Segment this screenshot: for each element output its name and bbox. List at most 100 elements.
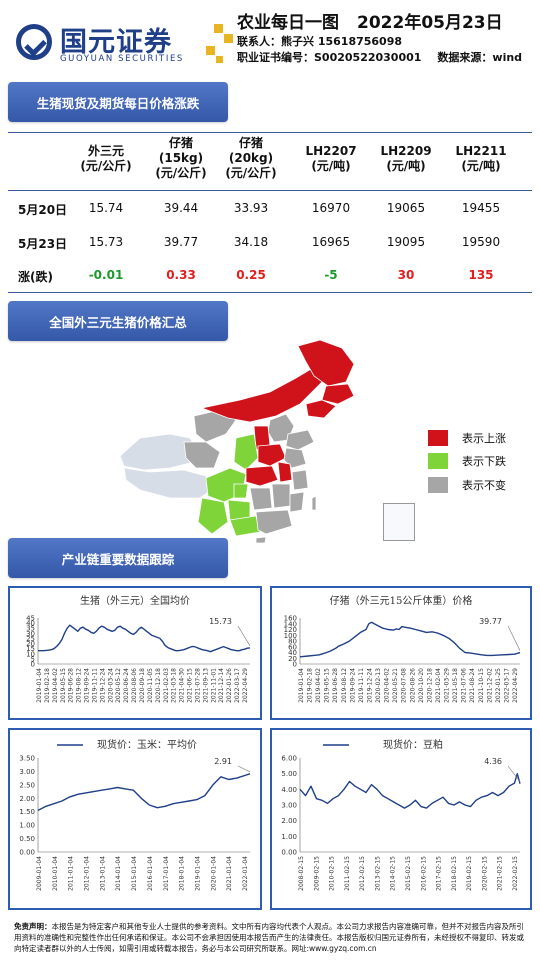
table-cell: 16965 [311, 235, 351, 249]
table-cell: 39.44 [163, 201, 199, 215]
table-header-line: (元/公斤) [155, 166, 207, 180]
x-tick-label: 2019-04-02 [52, 668, 59, 703]
table-cell: 34.18 [233, 235, 269, 249]
decor-square-icon [224, 34, 233, 43]
y-tick-label: 0.50 [19, 835, 35, 843]
x-tick-label: 2019-02-15 [466, 856, 473, 891]
x-tick-label: 2020-07-08 [401, 668, 408, 703]
y-tick-label: 60 [288, 643, 297, 651]
logo-mark-icon [16, 24, 52, 60]
x-tick-label: 2015-01-04 [131, 856, 138, 891]
chart-corn-price: 现货价：玉米：平均价 0.00 0.50 1.00 1.50 2.00 2.50 3.00 3.… [19, 738, 251, 891]
x-tick-label: 2019-12-24 [99, 668, 106, 703]
table-header-cell: LH2211 (元/吨) [446, 144, 516, 174]
map-region-guangdong [255, 509, 293, 535]
logo-en-text: GUOYUAN SECURITIES [60, 54, 184, 64]
annotation-label: 4.36 [484, 757, 502, 766]
map-region-guangxi [229, 515, 261, 537]
x-tick-label: 2018-01-04 [179, 856, 186, 891]
disclaimer-text: 本报告是为特定客户和其他专业人士提供的参考资料。文中所有内容均代表个人观点。本公… [14, 922, 524, 953]
annotation-leader [237, 625, 251, 647]
legend-swatch [428, 477, 448, 493]
map-region-tibet [123, 467, 215, 499]
series-line [38, 624, 251, 653]
map-region-anhui [277, 461, 293, 483]
table-cell: 19065 [386, 201, 426, 215]
table-header-cell: LH2209 (元/吨) [371, 144, 441, 174]
x-tick-label: 2019-06-28 [68, 668, 75, 703]
table-cell: 15.74 [88, 201, 124, 215]
table-header-cell: LH2207 (元/吨) [296, 144, 366, 174]
map-region-heilongjiang [297, 339, 355, 387]
decor-square-icon [206, 46, 215, 55]
x-tick-label: 2019-09-24 [349, 668, 356, 703]
y-tick-label: 2.00 [281, 817, 297, 825]
annotation-label: 2.91 [214, 757, 232, 766]
y-tick-label: 20 [288, 655, 297, 663]
x-tick-label: 2019-11-11 [91, 668, 98, 703]
y-tick-label: 5 [31, 655, 35, 663]
disclaimer-label: 免责声明： [14, 922, 52, 931]
x-tick-label: 2021-12-14 [218, 668, 225, 703]
y-tick-label: 0.00 [281, 849, 297, 857]
table-header-cell: 仔猪 (15kg) (元/公斤) [146, 136, 216, 181]
x-tick-label: 2020-05-12 [115, 668, 122, 703]
x-tick-label: 2020-11-05 [147, 668, 154, 703]
chart-title: 现货价：豆粕 [383, 738, 443, 751]
x-tick-label: 2010-01-04 [52, 856, 59, 891]
x-tick-label: 2016-01-04 [147, 856, 154, 891]
decor-square-icon [214, 24, 223, 33]
y-tick-label: 15 [26, 645, 35, 653]
disclaimer: 免责声明：本报告是为特定客户和其他专业人士提供的参考资料。文中所有内容均代表个人… [14, 921, 530, 954]
y-tick-label: 0 [293, 661, 297, 669]
table-cell: 19590 [461, 235, 501, 249]
y-tick-label: 4.00 [281, 786, 297, 794]
legend-label: 表示不变 [462, 479, 506, 492]
x-tick-label: 2019-02-18 [307, 668, 314, 703]
x-tick-label: 2020-02-15 [481, 856, 488, 891]
y-tick-label: 3.50 [19, 755, 35, 763]
table-header-line: 仔猪 [168, 136, 193, 150]
y-tick-label: 30 [26, 630, 35, 638]
y-tick-label: 2.00 [19, 795, 35, 803]
table-cell: 39.77 [163, 235, 199, 249]
x-tick-label: 2019-05-15 [60, 668, 67, 703]
data-source: 数据来源：wind [437, 51, 523, 64]
change-cell: -5 [324, 268, 338, 282]
x-tick-label: 2020-08-06 [131, 668, 138, 703]
x-tick-label: 2022-01-26 [226, 668, 233, 703]
table-header-line: LH2207 [305, 144, 357, 158]
x-tick-label: 2019-08-12 [76, 668, 83, 703]
china-price-map [119, 339, 355, 543]
table-header-line: (15kg) [158, 151, 204, 165]
annotation-label: 39.77 [479, 617, 502, 626]
section-banner-prices: 生猪现货及期货每日价格涨跌 [8, 82, 228, 122]
table-bottom-rule [8, 292, 532, 293]
cert-line: 职业证书编号：S0020522030001 数据来源：wind [237, 49, 522, 65]
table-header-line: (元/吨) [461, 159, 501, 173]
x-tick-label: 2019-01-04 [194, 856, 201, 891]
x-tick-label: 2022-02-15 [512, 856, 519, 891]
legend-up: 表示上涨 [428, 430, 506, 446]
decor-square-icon [216, 56, 223, 63]
y-tick-label: 25 [26, 635, 35, 643]
table-header-line: LH2209 [380, 144, 432, 158]
x-tick-label: 2020-09-18 [139, 668, 146, 703]
x-tick-label: 2020-10-20 [418, 668, 425, 703]
x-tick-label: 2020-12-18 [155, 668, 162, 703]
map-region-liaoning [305, 399, 337, 419]
x-tick-label: 2020-12-18 [426, 668, 433, 703]
y-tick-label: 1.00 [281, 833, 297, 841]
x-tick-label: 2022-03-17 [503, 668, 510, 703]
x-tick-label: 2021-12-02 [486, 668, 493, 703]
x-tick-label: 2020-02-13 [375, 668, 382, 703]
chart-title: 仔猪（外三元15公斤体重）价格 [330, 594, 473, 607]
x-tick-label: 2022-01-04 [242, 856, 249, 891]
x-tick-label: 2019-01-04 [36, 668, 43, 703]
x-tick-label: 2022-04-29 [512, 668, 519, 703]
table-header-line: (元/吨) [311, 159, 351, 173]
map-region-fujian [289, 491, 305, 513]
y-tick-label: 10 [26, 650, 35, 658]
x-tick-label: 2021-09-13 [202, 668, 209, 703]
